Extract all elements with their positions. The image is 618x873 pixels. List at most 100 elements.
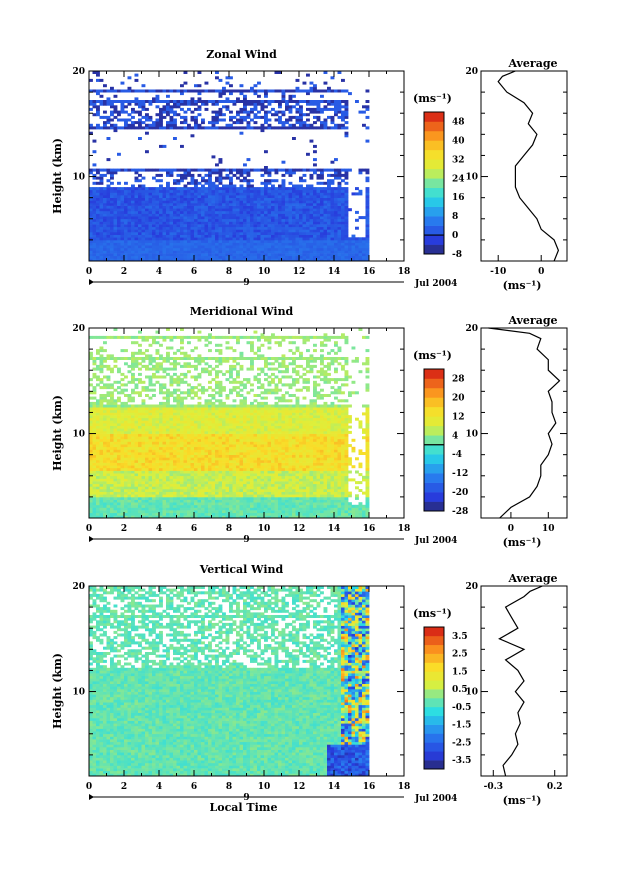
heatmap-cell — [96, 367, 100, 371]
heatmap-cell — [169, 110, 174, 114]
heatmap-cell — [103, 121, 107, 125]
heatmap-cell — [162, 502, 167, 506]
average-x-tick-label: 0 — [538, 267, 544, 277]
heatmap-cell — [110, 239, 114, 243]
heatmap-cell — [103, 394, 107, 397]
heatmap-cell — [320, 208, 324, 212]
heatmap-cell — [176, 245, 181, 249]
heatmap-cell — [260, 258, 265, 262]
heatmap-cell — [134, 239, 139, 243]
heatmap-cell — [278, 226, 282, 230]
heatmap-cell — [180, 409, 184, 413]
heatmap-cell — [117, 502, 121, 506]
heatmap-cell — [180, 195, 184, 198]
heatmap-cell — [204, 197, 209, 201]
heatmap-cell — [141, 420, 146, 424]
heatmap-cell — [110, 100, 114, 103]
heatmap-cell — [334, 255, 338, 259]
heatmap-cell — [124, 499, 128, 503]
heatmap-cell — [113, 224, 118, 228]
heatmap-cell — [96, 364, 100, 368]
heatmap-cell — [173, 189, 177, 193]
heatmap-cell — [327, 253, 331, 257]
heatmap-cell — [106, 515, 111, 519]
heatmap-cell — [183, 245, 188, 249]
heatmap-cell — [89, 126, 93, 130]
heatmap-cell — [208, 100, 212, 103]
heatmap-cell — [159, 100, 163, 103]
heatmap-cell — [204, 242, 209, 246]
heatmap-cell — [246, 255, 251, 259]
heatmap-cell — [148, 216, 153, 220]
heatmap-cell — [166, 245, 170, 249]
heatmap-cell — [281, 242, 286, 246]
heatmap-cell — [134, 428, 139, 432]
heatmap-cell — [246, 208, 251, 212]
heatmap-cell — [190, 475, 195, 479]
heatmap-cell — [145, 425, 149, 429]
heatmap-cell — [96, 481, 100, 485]
heatmap-cell — [341, 126, 345, 130]
heatmap-cell — [250, 179, 254, 183]
heatmap-cell — [99, 386, 104, 390]
x-tick-label: 12 — [293, 267, 306, 277]
colorbar-label: 24 — [452, 174, 465, 184]
heatmap-cell — [103, 221, 107, 225]
heatmap-cell — [327, 86, 331, 90]
heatmap-cell — [302, 189, 307, 193]
heatmap-cell — [243, 221, 247, 225]
heatmap-cell — [117, 357, 121, 360]
heatmap-cell — [141, 184, 146, 188]
heatmap-cell — [194, 504, 198, 508]
heatmap-cell — [148, 444, 153, 448]
heatmap-cell — [197, 232, 202, 235]
heatmap-cell — [176, 224, 181, 228]
heatmap-cell — [334, 189, 338, 193]
heatmap-cell — [110, 181, 114, 185]
heatmap-cell — [183, 510, 188, 514]
heatmap-cell — [253, 126, 258, 130]
heatmap-cell — [225, 184, 230, 188]
heatmap-cell — [257, 100, 261, 103]
heatmap-cell — [330, 218, 335, 222]
heatmap-cell — [344, 237, 349, 241]
heatmap-cell — [162, 205, 167, 209]
heatmap-cell — [103, 197, 107, 201]
heatmap-cell — [180, 187, 184, 191]
heatmap-cell — [131, 372, 135, 376]
heatmap-cell — [89, 473, 93, 477]
heatmap-cell — [180, 121, 184, 125]
heatmap-cell — [341, 224, 345, 228]
heatmap-cell — [166, 499, 170, 503]
heatmap-cell — [190, 221, 195, 225]
heatmap-cell — [260, 126, 265, 130]
heatmap-cell — [148, 449, 153, 453]
heatmap-cell — [99, 218, 104, 222]
heatmap-cell — [204, 81, 209, 85]
heatmap-cell — [162, 438, 167, 442]
heatmap-cell — [134, 255, 139, 259]
heatmap-cell — [110, 438, 114, 442]
heatmap-cell — [208, 89, 212, 93]
heatmap-cell — [110, 192, 114, 196]
heatmap-cell — [271, 218, 275, 222]
heatmap-cell — [159, 499, 163, 503]
heatmap-cell — [162, 110, 167, 114]
heatmap-cell — [96, 218, 100, 222]
heatmap-cell — [120, 168, 125, 172]
heatmap-cell — [152, 502, 156, 506]
heatmap-cell — [138, 510, 142, 514]
heatmap-cell — [103, 512, 107, 516]
heatmap-cell — [208, 234, 212, 238]
heatmap-cell — [127, 483, 132, 487]
heatmap-cell — [260, 181, 265, 185]
heatmap-cell — [260, 224, 265, 228]
heatmap-cell — [323, 168, 328, 172]
heatmap-cell — [131, 110, 135, 114]
heatmap-cell — [225, 250, 230, 254]
heatmap-cell — [302, 179, 307, 183]
heatmap-cell — [211, 192, 216, 196]
heatmap-cell — [215, 245, 219, 249]
heatmap-cell — [197, 359, 202, 363]
heatmap-cell — [145, 454, 149, 458]
